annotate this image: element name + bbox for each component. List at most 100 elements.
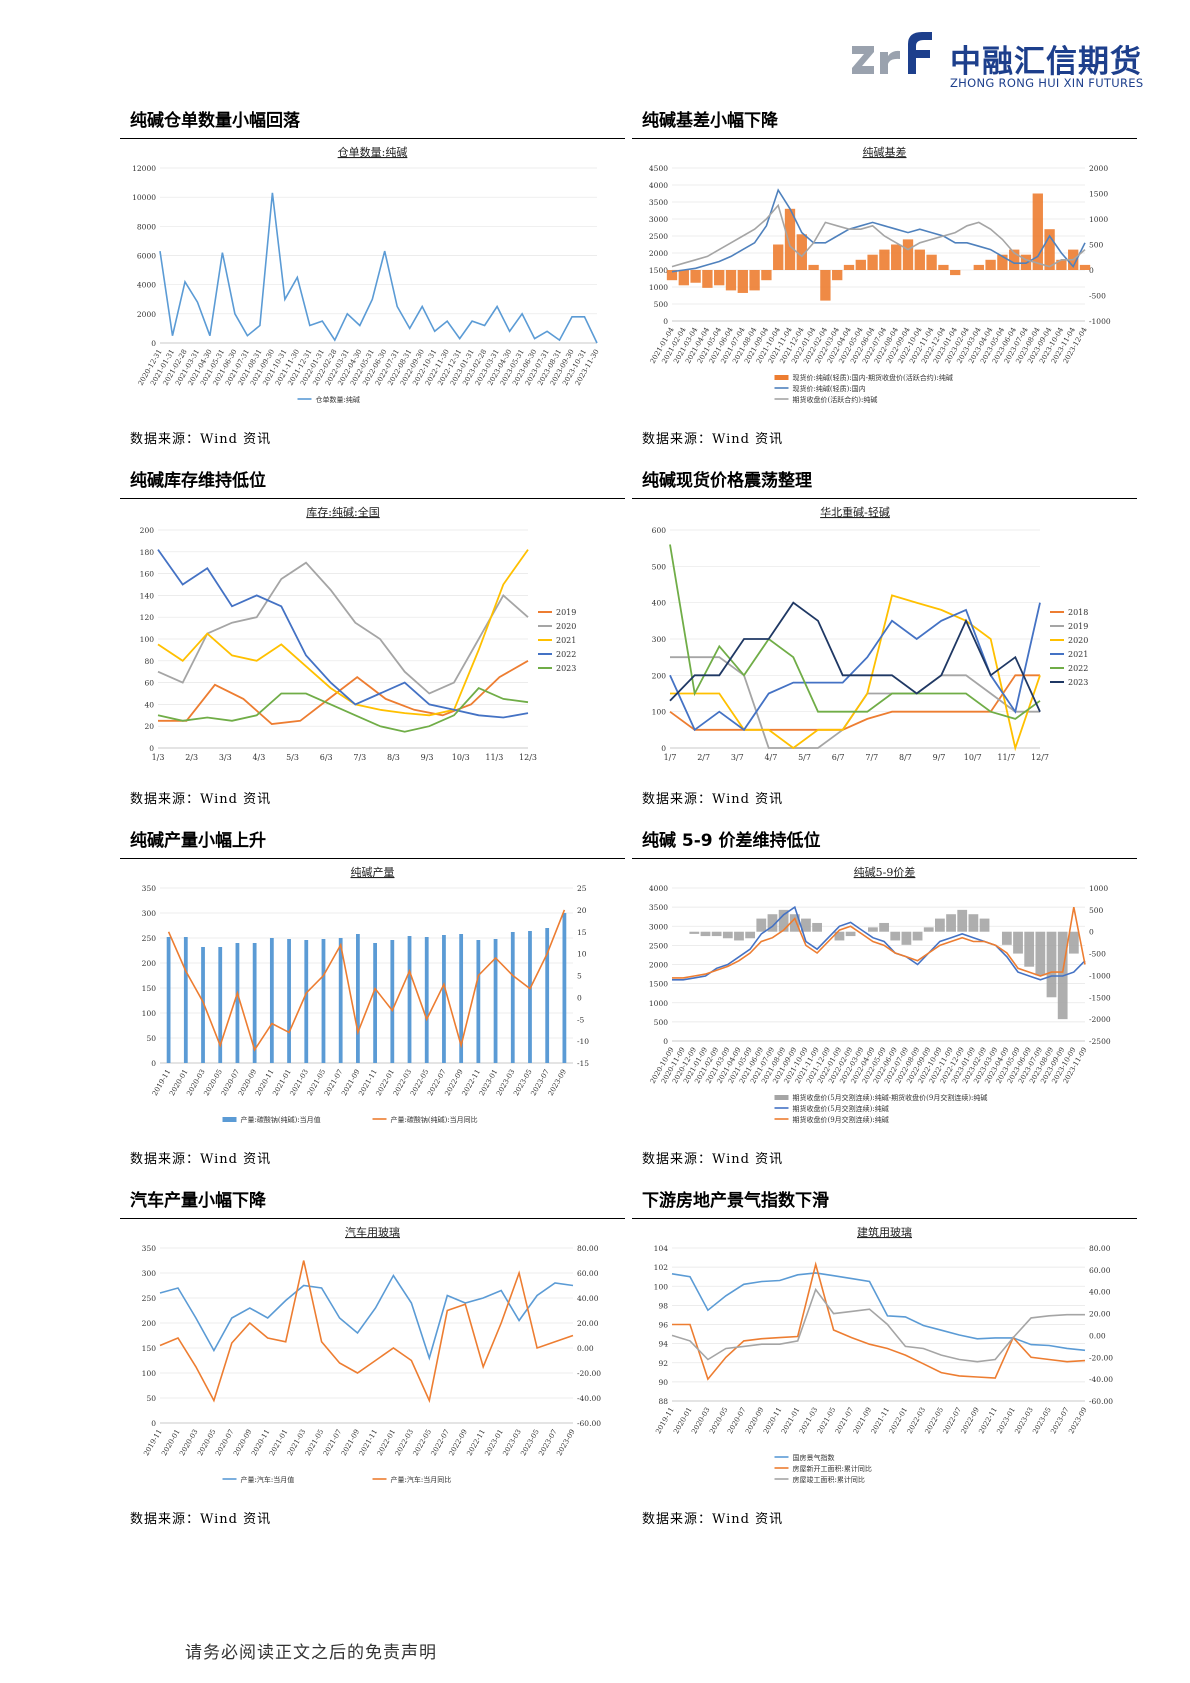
area-bar xyxy=(946,914,956,932)
logo-chinese-name: 中融汇信期货 xyxy=(950,44,1142,80)
area-bar xyxy=(700,931,711,937)
x-tick-label: 6/7 xyxy=(832,753,845,762)
area-bar xyxy=(689,931,700,934)
legend-label: 房屋新开工面积:累计同比 xyxy=(793,1464,872,1473)
x-tick-label: 6/3 xyxy=(320,753,333,762)
y2-tick-label: 2000 xyxy=(1089,164,1108,173)
area-bar xyxy=(778,909,789,932)
y-tick-label: 2500 xyxy=(649,941,668,950)
legend-label: 房屋竣工面积:累计同比 xyxy=(793,1475,865,1484)
y2-tick-label: -1500 xyxy=(1089,993,1111,1002)
panel-title: 汽车产量小幅下降 xyxy=(130,1191,266,1211)
y-tick-label: 100 xyxy=(142,1009,157,1018)
legend-label: 2022 xyxy=(1068,664,1088,673)
y-tick-label: 12000 xyxy=(132,164,156,173)
y-tick-label: 4500 xyxy=(649,164,668,173)
y2-tick-label: -10 xyxy=(577,1037,589,1046)
area-bar xyxy=(767,914,778,932)
legend-label: 产量:汽车:当月值 xyxy=(241,1475,295,1484)
title-divider xyxy=(632,498,1137,499)
area-bar xyxy=(808,264,819,270)
x-tick-label: 4/7 xyxy=(764,753,777,762)
x-tick-label: 12/7 xyxy=(1031,753,1049,762)
chart-svg: 库存:纯碱:全国 0 20 40 60 80 100 120 140 160 180 200 1/3 2/… xyxy=(140,505,577,762)
y2-tick-label: -20.00 xyxy=(577,1369,601,1378)
x-tick-label: 7/7 xyxy=(865,753,878,762)
y2-tick-label: -2500 xyxy=(1089,1037,1111,1046)
bar xyxy=(356,934,360,1063)
y2-tick-label: 25 xyxy=(577,884,587,893)
x-tick-label: 9/7 xyxy=(933,753,946,762)
panel-title: 纯碱库存维持低位 xyxy=(130,471,266,491)
y2-tick-label: 0.00 xyxy=(577,1344,594,1353)
x-tick-label: 12/3 xyxy=(519,753,537,762)
area-bar xyxy=(935,918,945,932)
area-bar xyxy=(801,918,811,932)
legend-label: 2022 xyxy=(556,650,576,659)
panel-title: 下游房地产景气指数下滑 xyxy=(642,1191,829,1211)
x-tick-label: 3/7 xyxy=(731,753,744,762)
area-bar xyxy=(979,918,990,932)
title-divider xyxy=(632,1218,1137,1219)
area-bar xyxy=(845,931,856,937)
y2-tick-label: 0 xyxy=(1089,266,1094,275)
title-divider xyxy=(120,858,625,859)
area-bar xyxy=(868,927,878,932)
area-bar xyxy=(678,270,689,286)
y-tick-label: 20 xyxy=(144,722,154,731)
x-tick-label: 4/3 xyxy=(252,753,265,762)
chart-title: 纯碱产量 xyxy=(351,865,395,879)
y-tick-label: 0 xyxy=(151,1059,156,1068)
y2-tick-label: 0.00 xyxy=(1089,1331,1106,1340)
y2-tick-label: 60.00 xyxy=(1089,1266,1111,1275)
series-line xyxy=(669,544,1041,720)
legend-label: 产量:汽车:当月同比 xyxy=(391,1475,452,1484)
legend-swatch xyxy=(774,1095,789,1100)
y-tick-label: 150 xyxy=(142,1344,157,1353)
y-tick-label: 0 xyxy=(663,317,668,326)
area-bar xyxy=(714,270,725,286)
y2-tick-label: 1000 xyxy=(1089,884,1108,893)
y-tick-label: 3500 xyxy=(649,903,668,912)
y-tick-label: 300 xyxy=(652,635,667,644)
data-source-note: 数据来源：Wind 资讯 xyxy=(130,792,272,807)
y2-tick-label: 500 xyxy=(1089,241,1104,250)
y-tick-label: 2000 xyxy=(649,961,668,970)
data-source-note: 数据来源：Wind 资讯 xyxy=(130,1152,272,1167)
panel-5-9-spread: 纯碱 5-9 价差维持低位 纯碱5-9价差 0 500 1000 1500 2000 250… xyxy=(632,826,1137,1178)
y-tick-label: 300 xyxy=(142,909,157,918)
panel-title: 纯碱仓单数量小幅回落 xyxy=(130,111,300,131)
legend-label: 产量:碳酸钠(纯碱):当月同比 xyxy=(391,1115,478,1124)
y-tick-label: 104 xyxy=(654,1244,669,1253)
series-line xyxy=(672,906,1086,979)
chart-title: 库存:纯碱:全国 xyxy=(306,505,379,519)
area-bar xyxy=(843,264,855,270)
series-line xyxy=(157,549,529,717)
panel-title: 纯碱基差小幅下降 xyxy=(642,111,778,131)
y2-tick-label: 0 xyxy=(577,993,582,1002)
series-line xyxy=(671,188,1086,273)
area-bar xyxy=(1009,249,1020,270)
y2-tick-label: -500 xyxy=(1089,292,1106,301)
y2-tick-label: 0 xyxy=(1089,928,1094,937)
legend-label: 2019 xyxy=(1068,622,1088,631)
legend-label: 期货收盘价(9月交割连续):纯碱 xyxy=(793,1115,889,1124)
series-line xyxy=(669,602,1041,732)
legend-label: 2021 xyxy=(556,636,576,645)
area-bar xyxy=(749,270,760,291)
area-bar xyxy=(666,270,678,281)
data-source-note: 数据来源：Wind 资讯 xyxy=(642,1152,784,1167)
series-line xyxy=(167,909,566,1052)
area-bar xyxy=(789,914,800,932)
chart-production: 纯碱产量 0 50 100 150 200 250 300 350 -15 -10 -5 0 5 10 15 2… xyxy=(120,862,625,1132)
chart-title: 纯碱5-9价差 xyxy=(854,865,916,879)
y2-tick-label: -40.00 xyxy=(577,1394,601,1403)
chart-svg: 华北重碱-轻碱 0 100 200 300 400 500 600 1/7 2/7 3/7 4/7 5/… xyxy=(652,505,1089,762)
y-tick-label: 250 xyxy=(142,1294,157,1303)
panel-auto-production: 汽车产量小幅下降 汽车用玻璃 0 50 100 150 200 250 300 350 -60.0… xyxy=(120,1186,625,1538)
chart-auto-glass: 汽车用玻璃 0 50 100 150 200 250 300 350 -60.00 -40.00 -2… xyxy=(120,1222,625,1492)
area-bar xyxy=(855,259,866,270)
bar xyxy=(321,939,326,1063)
disclaimer-footer: 请务必阅读正文之后的免责声明 xyxy=(185,1643,437,1663)
chart-svg: 建筑用玻璃 88 90 92 94 96 98 100 102 104 -60.00 -40.00 -2… xyxy=(654,1225,1114,1484)
